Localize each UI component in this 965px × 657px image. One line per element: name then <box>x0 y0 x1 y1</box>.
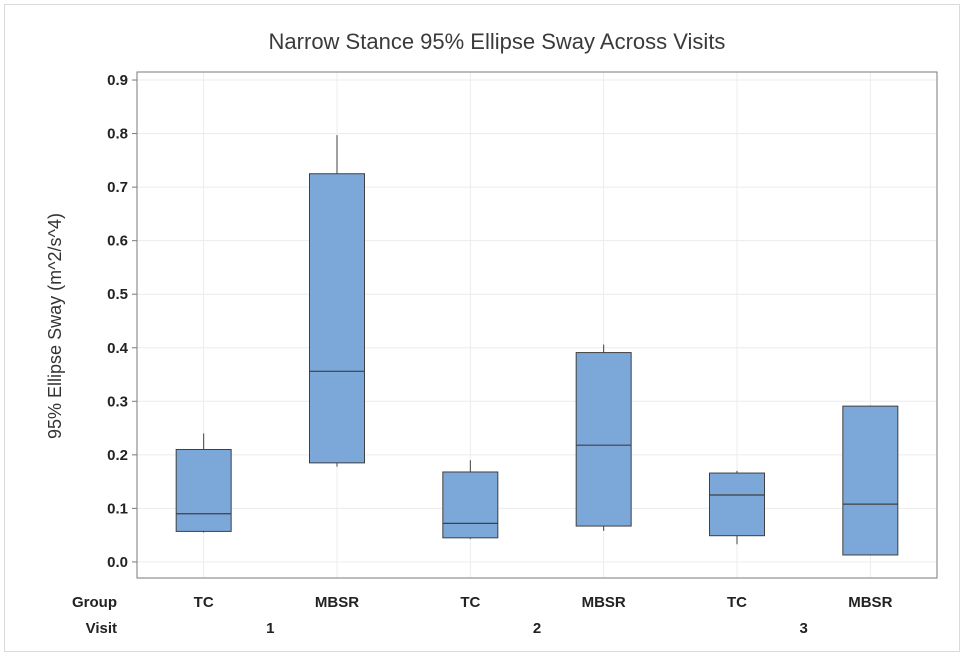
box-iqr <box>442 471 499 539</box>
y-tick-label-0: 0.0 <box>107 554 128 571</box>
boxes <box>175 135 899 556</box>
group-label-5: MBSR <box>848 594 892 611</box>
box-visit3-mbsr <box>842 405 899 556</box>
y-tick-label-5: 0.5 <box>107 286 128 303</box>
group-label-0: TC <box>194 594 214 611</box>
chart-frame: Narrow Stance 95% Ellipse Sway Across Vi… <box>4 4 960 652</box>
y-tick-label-6: 0.6 <box>107 233 128 250</box>
chart-title: Narrow Stance 95% Ellipse Sway Across Vi… <box>269 29 726 54</box>
visit-label-2: 2 <box>533 620 541 637</box>
box-iqr <box>709 472 765 537</box>
y-axis-ticks: 0.0 0.1 0.2 0.3 0.4 0.5 0.6 0.7 0.8 0.9 <box>107 72 137 571</box>
boxplot-chart: Narrow Stance 95% Ellipse Sway Across Vi… <box>45 29 938 637</box>
y-tick-label-9: 0.9 <box>107 72 128 89</box>
box-visit2-mbsr <box>575 344 632 531</box>
group-row-label: Group <box>72 594 117 611</box>
y-tick-label-2: 0.2 <box>107 447 128 464</box>
group-label-2: TC <box>460 594 480 611</box>
y-tick-label-7: 0.7 <box>107 179 128 196</box>
visit-label-1: 1 <box>266 620 274 637</box>
box-iqr <box>309 173 365 464</box>
visit-label-3: 3 <box>799 620 807 637</box>
y-tick-label-4: 0.4 <box>107 340 129 357</box>
box-visit2-tc <box>442 460 499 539</box>
y-tick-label-8: 0.8 <box>107 126 128 143</box>
y-tick-label-3: 0.3 <box>107 393 128 410</box>
box-iqr <box>175 448 232 532</box>
box-iqr <box>575 352 632 527</box>
group-label-1: MBSR <box>315 594 359 611</box>
visit-row-label: Visit <box>86 620 117 637</box>
plot-area <box>136 71 938 579</box>
y-axis-label: 95% Ellipse Sway (m^2/s^4) <box>45 213 65 439</box>
box-visit3-tc <box>709 470 765 545</box>
gridlines <box>137 72 937 578</box>
y-tick-label-1: 0.1 <box>107 500 128 517</box>
group-label-3: MBSR <box>582 594 626 611</box>
box-visit1-tc <box>175 433 232 533</box>
box-iqr <box>842 405 899 556</box>
box-visit1-mbsr <box>309 135 365 467</box>
group-label-4: TC <box>727 594 747 611</box>
x-axis-categories: TC MBSR TC MBSR TC MBSR 1 2 3 <box>194 594 893 637</box>
